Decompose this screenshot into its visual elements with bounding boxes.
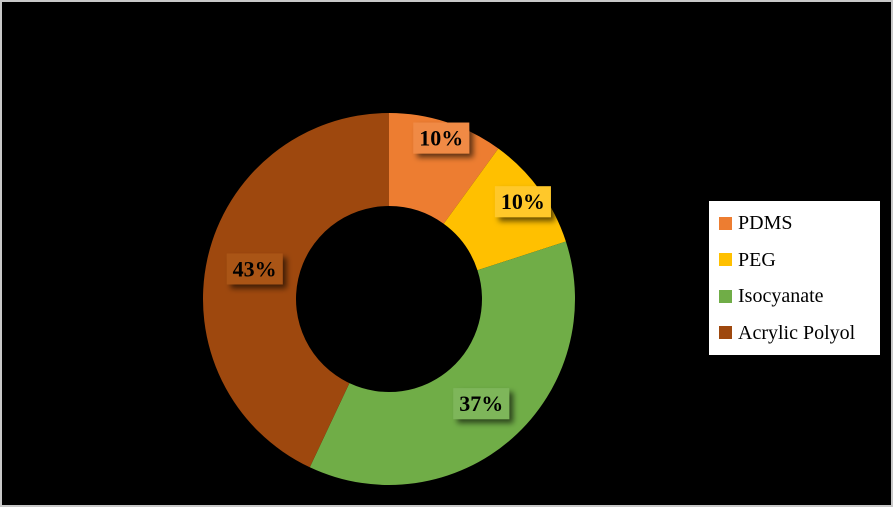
legend-label-pdms: PDMS: [738, 212, 793, 235]
slice-isocyanate: [309, 241, 575, 485]
legend-swatch-pdms-icon: [719, 216, 732, 230]
slice-label: 10%: [494, 186, 551, 218]
legend-item-peg: PEG: [709, 242, 880, 278]
slice-label: 43%: [226, 253, 283, 285]
legend-label-peg: PEG: [738, 248, 776, 271]
slice-acrylic-polyol: [202, 113, 389, 468]
legend-swatch-acrylic-polyol-icon: [719, 326, 732, 340]
svg-text:10%: 10%: [419, 126, 463, 151]
legend-item-acrylic-polyol: Acrylic Polyol: [709, 315, 880, 351]
donut-slice-labels: 10% 10% 37% 43%: [226, 122, 551, 420]
svg-text:10%: 10%: [501, 189, 545, 214]
slice-label: 10%: [413, 122, 470, 154]
chart-legend: PDMS PEG Isocyanate Acrylic Polyol: [709, 201, 880, 355]
legend-swatch-isocyanate-icon: [719, 289, 732, 303]
svg-text:37%: 37%: [459, 391, 503, 416]
legend-label-isocyanate: Isocyanate: [738, 285, 824, 308]
legend-item-pdms: PDMS: [709, 205, 880, 241]
slice-label: 37%: [453, 388, 510, 420]
svg-text:43%: 43%: [233, 256, 277, 281]
legend-item-isocyanate: Isocyanate: [709, 278, 880, 314]
legend-label-acrylic-polyol: Acrylic Polyol: [738, 321, 856, 344]
donut-slices: [202, 113, 575, 485]
legend-swatch-peg-icon: [719, 253, 732, 267]
